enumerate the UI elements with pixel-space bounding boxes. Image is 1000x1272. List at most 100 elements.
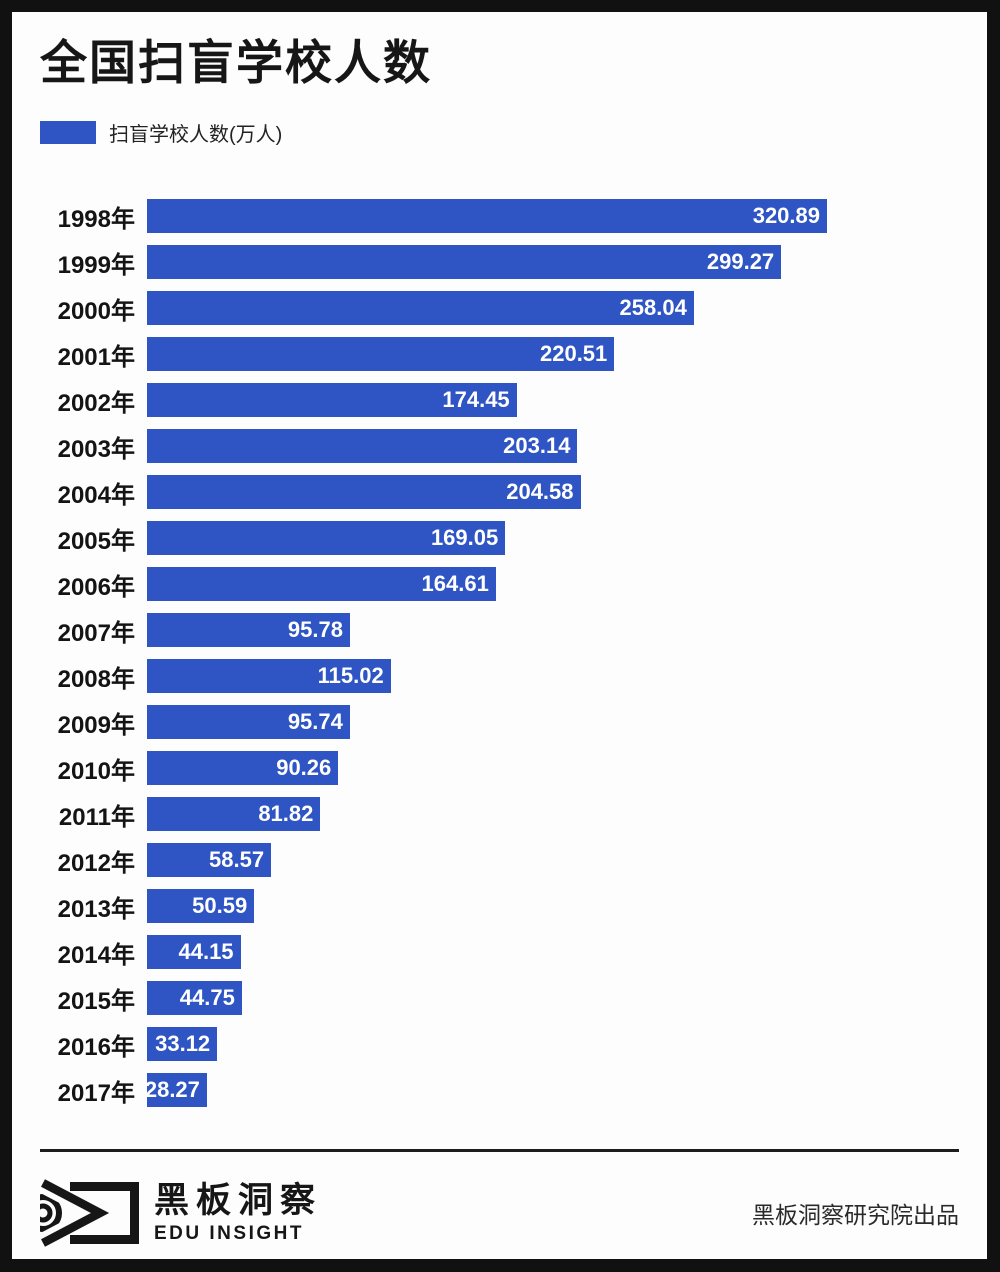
bar-row: 2013年 50.59	[40, 883, 959, 929]
bar-value-label: 90.26	[276, 755, 332, 781]
bar: 174.45	[147, 383, 517, 418]
bar-track: 258.04	[147, 291, 827, 326]
bar-track: 169.05	[147, 521, 827, 556]
bar: 320.89	[147, 199, 827, 234]
bar-track: 44.75	[147, 981, 827, 1016]
year-label: 2016年	[57, 1033, 135, 1061]
bar-value-label: 81.82	[258, 801, 314, 827]
year-label: 2014年	[57, 941, 135, 969]
footer: 黑板洞察 EDU INSIGHT 黑板洞察研究院出品	[40, 1178, 959, 1249]
page-title: 全国扫盲学校人数	[40, 36, 432, 89]
legend-label: 扫盲学校人数(万人)	[109, 124, 283, 147]
year-label: 2002年	[57, 389, 135, 417]
year-label: 2012年	[57, 849, 135, 877]
bar-track: 299.27	[147, 245, 827, 280]
year-label: 2008年	[57, 665, 135, 693]
bar-row: 2015年 44.75	[40, 975, 959, 1021]
bar-value-label: 44.75	[179, 985, 235, 1011]
year-label: 2007年	[57, 619, 135, 647]
bar-value-label: 204.58	[506, 479, 574, 505]
brand-name-block: 黑板洞察 EDU INSIGHT	[154, 1182, 322, 1245]
edu-insight-eye-logo-icon	[40, 1178, 139, 1249]
bar-row: 2010年 90.26	[40, 745, 959, 791]
bar-value-label: 50.59	[192, 893, 248, 919]
bar-row: 2009年 95.74	[40, 699, 959, 745]
footer-credit: 黑板洞察研究院出品	[752, 1202, 959, 1229]
brand-logo: 黑板洞察 EDU INSIGHT	[40, 1178, 322, 1249]
year-label: 1998年	[57, 205, 135, 233]
bar: 81.82	[147, 797, 321, 832]
bar-value-label: 164.61	[421, 571, 489, 597]
bar: 169.05	[147, 521, 506, 556]
year-label: 2013年	[57, 895, 135, 923]
brand-name-cn: 黑板洞察	[154, 1181, 323, 1221]
year-label: 2011年	[58, 803, 135, 831]
bar: 95.74	[147, 705, 350, 740]
bar-value-label: 95.78	[287, 617, 343, 643]
legend-swatch	[40, 121, 96, 145]
bar-track: 95.78	[147, 613, 827, 648]
year-label: 2000年	[57, 297, 135, 325]
year-label: 2015年	[57, 987, 135, 1015]
bar-value-label: 220.51	[539, 341, 608, 367]
bar-row: 2006年 164.61	[40, 561, 959, 607]
bar: 95.78	[147, 613, 350, 648]
bar-row: 2004年 204.58	[40, 469, 959, 515]
bar-track: 115.02	[147, 659, 827, 694]
year-label: 2009年	[57, 711, 135, 739]
bar-track: 90.26	[147, 751, 827, 786]
bar-row: 2014年 44.15	[40, 929, 959, 975]
bar: 164.61	[147, 567, 496, 602]
bar: 28.27	[144, 1073, 207, 1108]
year-label: 2006年	[57, 573, 135, 601]
bar-row: 2003年 203.14	[40, 423, 959, 469]
bar-track: 50.59	[147, 889, 827, 924]
bar: 220.51	[147, 337, 615, 372]
bar-row: 2007年 95.78	[40, 607, 959, 653]
bar-row: 1998年 320.89	[40, 193, 959, 239]
year-label: 2017年	[57, 1079, 135, 1107]
infographic-card: 全国扫盲学校人数 扫盲学校人数(万人) 1998年 320.89 1999年 2…	[12, 12, 987, 1259]
bar-value-label: 115.02	[317, 663, 384, 689]
bar-value-label: 258.04	[619, 295, 687, 321]
year-label: 2001年	[57, 343, 135, 371]
bar-row: 2008年 115.02	[40, 653, 959, 699]
bar-value-label: 169.05	[430, 525, 499, 551]
bar: 258.04	[147, 291, 694, 326]
year-label: 1999年	[57, 251, 135, 279]
bar: 58.57	[147, 843, 272, 878]
bar-row: 2011年 81.82	[40, 791, 959, 837]
bar: 115.02	[147, 659, 391, 694]
year-label: 2005年	[57, 527, 135, 555]
bar: 44.15	[147, 935, 241, 970]
bar-value-label: 28.27	[144, 1077, 200, 1103]
bar-track: 220.51	[147, 337, 827, 372]
bar-track: 28.27	[144, 1073, 827, 1108]
bar-track: 164.61	[147, 567, 827, 602]
bar-track: 204.58	[147, 475, 827, 510]
bar-track: 58.57	[147, 843, 827, 878]
bar-track: 33.12	[147, 1027, 827, 1062]
bar-track: 44.15	[147, 935, 827, 970]
year-label: 2003年	[57, 435, 135, 463]
year-label: 2004年	[57, 481, 135, 509]
bar-track: 320.89	[147, 199, 827, 234]
bar-value-label: 58.57	[209, 847, 265, 873]
bar-row: 1999年 299.27	[40, 239, 959, 285]
bar: 204.58	[147, 475, 581, 510]
bar-value-label: 174.45	[442, 387, 510, 413]
bar: 44.75	[147, 981, 242, 1016]
bar: 90.26	[147, 751, 339, 786]
bar-row: 2001年 220.51	[40, 331, 959, 377]
bar-row: 2016年 33.12	[40, 1021, 959, 1067]
bar-track: 174.45	[147, 383, 827, 418]
bar-value-label: 203.14	[503, 433, 571, 459]
bar-value-label: 299.27	[706, 249, 775, 275]
bar-chart: 1998年 320.89 1999年 299.27 2000年 258.04 2…	[40, 193, 959, 1113]
bar-row: 2005年 169.05	[40, 515, 959, 561]
chart-legend: 扫盲学校人数(万人)	[40, 118, 959, 147]
brand-name-en: EDU INSIGHT	[154, 1222, 304, 1244]
bar: 299.27	[147, 245, 782, 280]
bar-track: 203.14	[147, 429, 827, 464]
year-label: 2010年	[57, 757, 135, 785]
